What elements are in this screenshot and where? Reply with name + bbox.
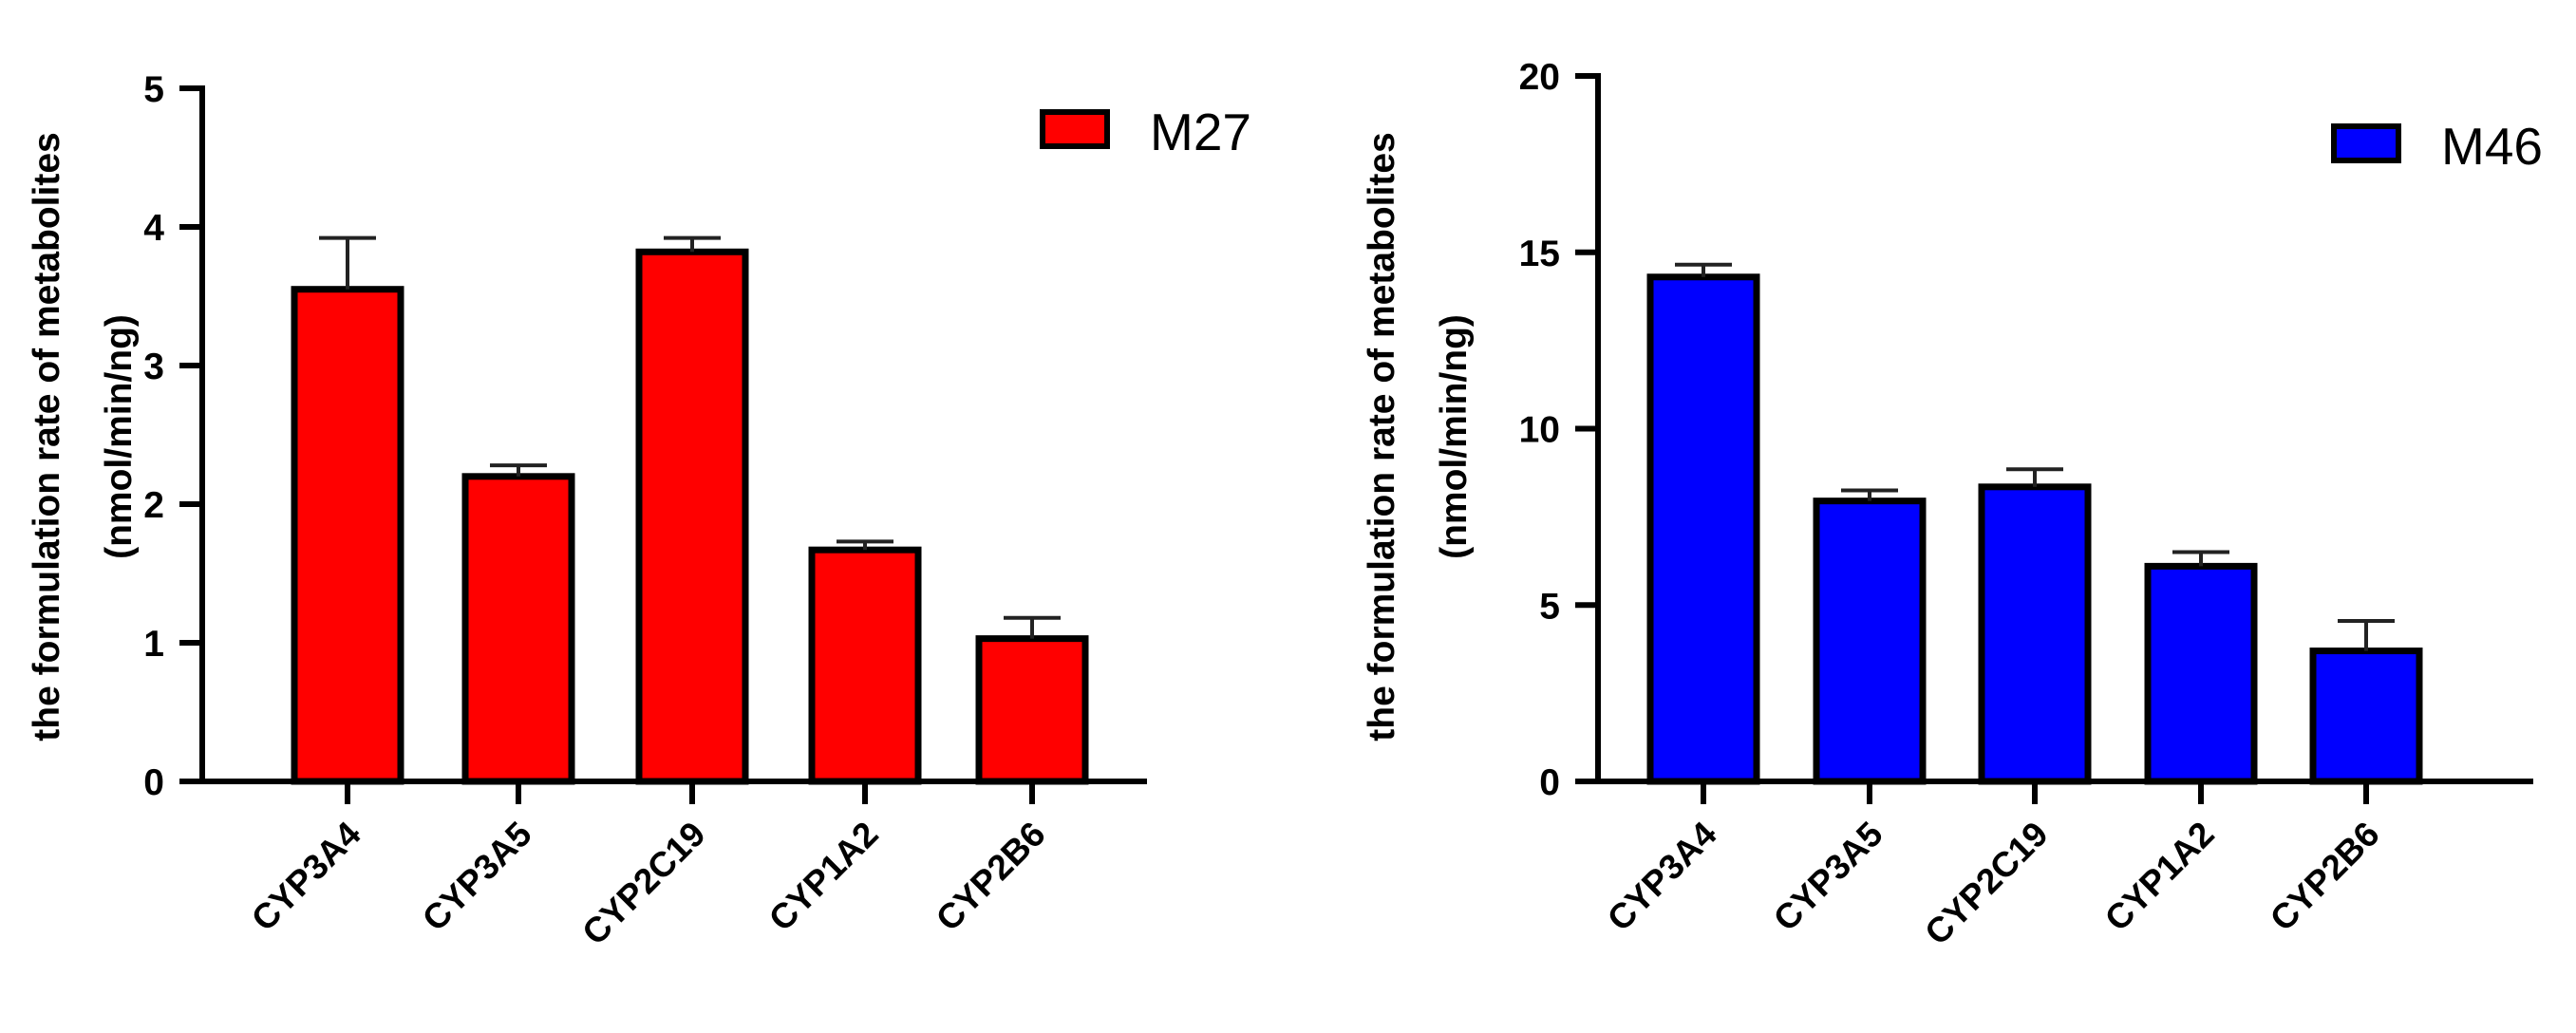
x-tick-label: CYP2C19 bbox=[574, 815, 712, 952]
x-tick-label: CYP3A4 bbox=[244, 814, 368, 938]
x-tick-label: CYP3A5 bbox=[1766, 815, 1890, 939]
x-tick-label: CYP3A5 bbox=[415, 815, 539, 939]
legend-swatch bbox=[1040, 109, 1110, 149]
y-tick-label: 3 bbox=[143, 347, 164, 387]
y-tick-label: 0 bbox=[1539, 762, 1560, 803]
bar-cyp3a5 bbox=[1813, 498, 1927, 785]
y-tick-label: 5 bbox=[1539, 586, 1560, 627]
bar-cyp1a2 bbox=[2144, 562, 2258, 785]
chart-m27: 0 1 2 3 4 5 CYP3A4 CYP3A5 CYP2C19 CYP1A2 CYP2B6 the… bbox=[27, 69, 1251, 952]
y-tick-label: 15 bbox=[1519, 234, 1560, 274]
y-axis-title: the formulation rate of metabolites bbox=[27, 132, 67, 741]
bar-cyp2c19 bbox=[635, 248, 749, 785]
y-axis-unit: (nmol/min/ng) bbox=[1434, 314, 1475, 559]
x-tick-label: CYP1A2 bbox=[2097, 815, 2222, 939]
legend-label: M27 bbox=[1150, 103, 1251, 161]
legend-label: M46 bbox=[2441, 117, 2543, 176]
legend-swatch bbox=[2331, 123, 2401, 163]
bar-cyp3a4 bbox=[291, 286, 404, 785]
bar-cyp3a5 bbox=[461, 473, 575, 785]
y-tick-label: 2 bbox=[143, 485, 164, 526]
bar-cyp1a2 bbox=[808, 546, 922, 785]
y-tick-label: 4 bbox=[143, 208, 164, 249]
y-axis-title: the formulation rate of metabolites bbox=[1362, 132, 1402, 741]
bar-cyp2c19 bbox=[1978, 483, 2092, 785]
x-tick-label: CYP1A2 bbox=[762, 815, 886, 939]
bar-cyp3a4 bbox=[1646, 273, 1760, 785]
y-tick-label: 1 bbox=[143, 624, 164, 665]
y-tick-label: 5 bbox=[143, 69, 164, 110]
y-tick-label: 20 bbox=[1519, 57, 1560, 98]
x-tick-label: CYP2B6 bbox=[929, 815, 1053, 939]
x-tick-label: CYP2B6 bbox=[2263, 815, 2387, 939]
bar-cyp2b6 bbox=[2309, 648, 2423, 785]
y-tick-label: 0 bbox=[143, 762, 164, 803]
bar-cyp2b6 bbox=[975, 635, 1089, 785]
y-tick-label: 10 bbox=[1519, 410, 1560, 451]
x-tick-label: CYP2C19 bbox=[1917, 815, 2055, 952]
x-tick-label: CYP3A4 bbox=[1600, 814, 1724, 938]
y-axis-unit: (nmol/min/ng) bbox=[99, 314, 140, 559]
chart-m46: 0 5 10 15 20 CYP3A4 CYP3A5 CYP2C19 CYP1A2 CYP2B6 t… bbox=[1362, 57, 2543, 952]
